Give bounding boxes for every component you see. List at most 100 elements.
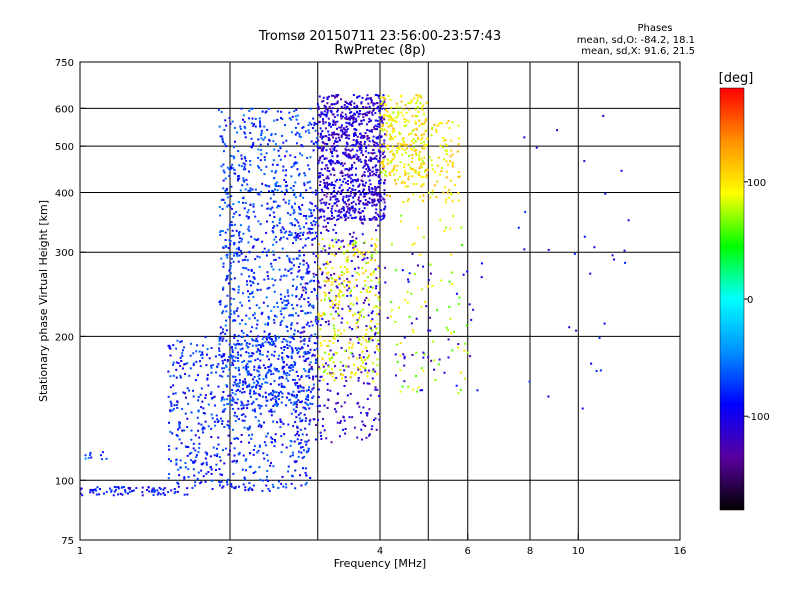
data-point <box>321 363 324 366</box>
data-point <box>377 266 380 269</box>
data-point <box>332 121 335 124</box>
data-point <box>327 344 330 347</box>
data-point <box>362 251 365 254</box>
data-point <box>450 271 453 274</box>
data-point <box>240 273 243 276</box>
data-point <box>296 427 299 430</box>
data-point <box>403 166 406 169</box>
data-point <box>348 116 351 119</box>
data-point <box>318 366 321 369</box>
data-point <box>359 211 362 214</box>
data-point <box>373 192 376 195</box>
data-point <box>344 218 347 221</box>
data-point <box>267 370 270 373</box>
data-point <box>272 318 275 321</box>
data-point <box>204 457 207 460</box>
data-point <box>443 371 446 374</box>
data-point <box>401 147 404 150</box>
data-point <box>318 174 321 177</box>
data-point <box>423 156 426 159</box>
data-point <box>321 271 324 274</box>
data-point <box>281 352 284 355</box>
data-point <box>359 143 362 146</box>
data-point <box>407 385 410 388</box>
data-point <box>240 414 243 417</box>
data-point <box>396 164 399 167</box>
data-point <box>180 340 183 343</box>
data-point <box>234 401 237 404</box>
data-point <box>244 157 247 160</box>
data-point <box>193 474 196 477</box>
data-point <box>361 233 364 236</box>
data-point <box>194 459 197 462</box>
data-point <box>396 149 399 152</box>
data-point <box>220 257 223 260</box>
data-point <box>386 147 389 150</box>
data-point <box>233 212 236 215</box>
data-point <box>237 343 240 346</box>
data-point <box>331 103 334 106</box>
data-point <box>230 313 233 316</box>
data-point <box>370 119 373 122</box>
data-point <box>256 319 259 322</box>
data-point <box>344 201 347 204</box>
data-point <box>254 416 257 419</box>
data-point <box>366 203 369 206</box>
data-point <box>294 421 297 424</box>
data-point <box>427 285 430 288</box>
data-point <box>375 244 378 247</box>
data-point <box>362 406 365 409</box>
data-point <box>252 390 255 393</box>
data-point <box>259 346 262 349</box>
data-point <box>264 323 267 326</box>
data-point <box>333 379 336 382</box>
data-point <box>308 337 311 340</box>
data-point <box>363 241 366 244</box>
data-point <box>413 273 416 276</box>
data-point <box>356 178 359 181</box>
data-point <box>343 162 346 165</box>
data-point <box>330 368 333 371</box>
data-point <box>382 116 385 119</box>
data-point <box>438 358 441 361</box>
data-point <box>285 377 288 380</box>
data-point <box>259 288 262 291</box>
data-point <box>305 474 308 477</box>
data-point <box>324 135 327 138</box>
data-point <box>328 244 331 247</box>
data-point <box>327 177 330 180</box>
data-point <box>334 280 337 283</box>
data-point <box>317 354 320 357</box>
data-point <box>604 192 607 195</box>
data-point <box>350 100 353 103</box>
data-point <box>260 385 263 388</box>
data-point <box>333 168 336 171</box>
data-point <box>252 203 255 206</box>
data-point <box>366 276 369 279</box>
data-point <box>300 400 303 403</box>
data-point <box>225 145 228 148</box>
data-point <box>326 111 329 114</box>
data-point <box>421 183 424 186</box>
data-point <box>374 386 377 389</box>
data-point <box>365 262 368 265</box>
data-point <box>365 289 368 292</box>
data-point <box>377 175 380 178</box>
data-point <box>167 458 170 461</box>
data-point <box>265 296 268 299</box>
data-point <box>345 155 348 158</box>
data-point <box>242 292 245 295</box>
data-point <box>231 287 234 290</box>
data-point <box>232 234 235 237</box>
data-point <box>523 248 526 251</box>
data-point <box>270 170 273 173</box>
data-point <box>397 112 400 115</box>
data-point <box>252 144 255 147</box>
data-point <box>225 319 228 322</box>
data-point <box>276 118 279 121</box>
data-point <box>283 346 286 349</box>
data-point <box>367 175 370 178</box>
data-point <box>243 125 246 128</box>
data-point <box>276 224 279 227</box>
data-point <box>259 366 262 369</box>
